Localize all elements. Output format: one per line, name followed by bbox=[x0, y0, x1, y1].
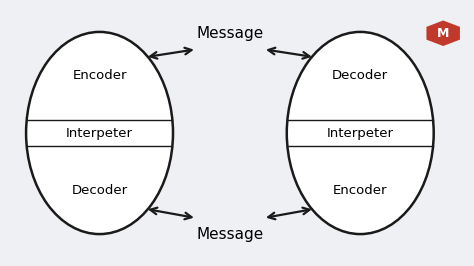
Text: Message: Message bbox=[196, 26, 264, 41]
Ellipse shape bbox=[287, 32, 434, 234]
Text: Interpeter: Interpeter bbox=[66, 127, 133, 139]
Text: Decoder: Decoder bbox=[72, 184, 128, 197]
Text: Encoder: Encoder bbox=[73, 69, 127, 82]
Text: Encoder: Encoder bbox=[333, 184, 387, 197]
Text: Message: Message bbox=[196, 227, 264, 242]
Text: Interpeter: Interpeter bbox=[327, 127, 394, 139]
Polygon shape bbox=[427, 20, 460, 46]
Text: Decoder: Decoder bbox=[332, 69, 388, 82]
Text: M: M bbox=[437, 27, 449, 40]
Ellipse shape bbox=[26, 32, 173, 234]
